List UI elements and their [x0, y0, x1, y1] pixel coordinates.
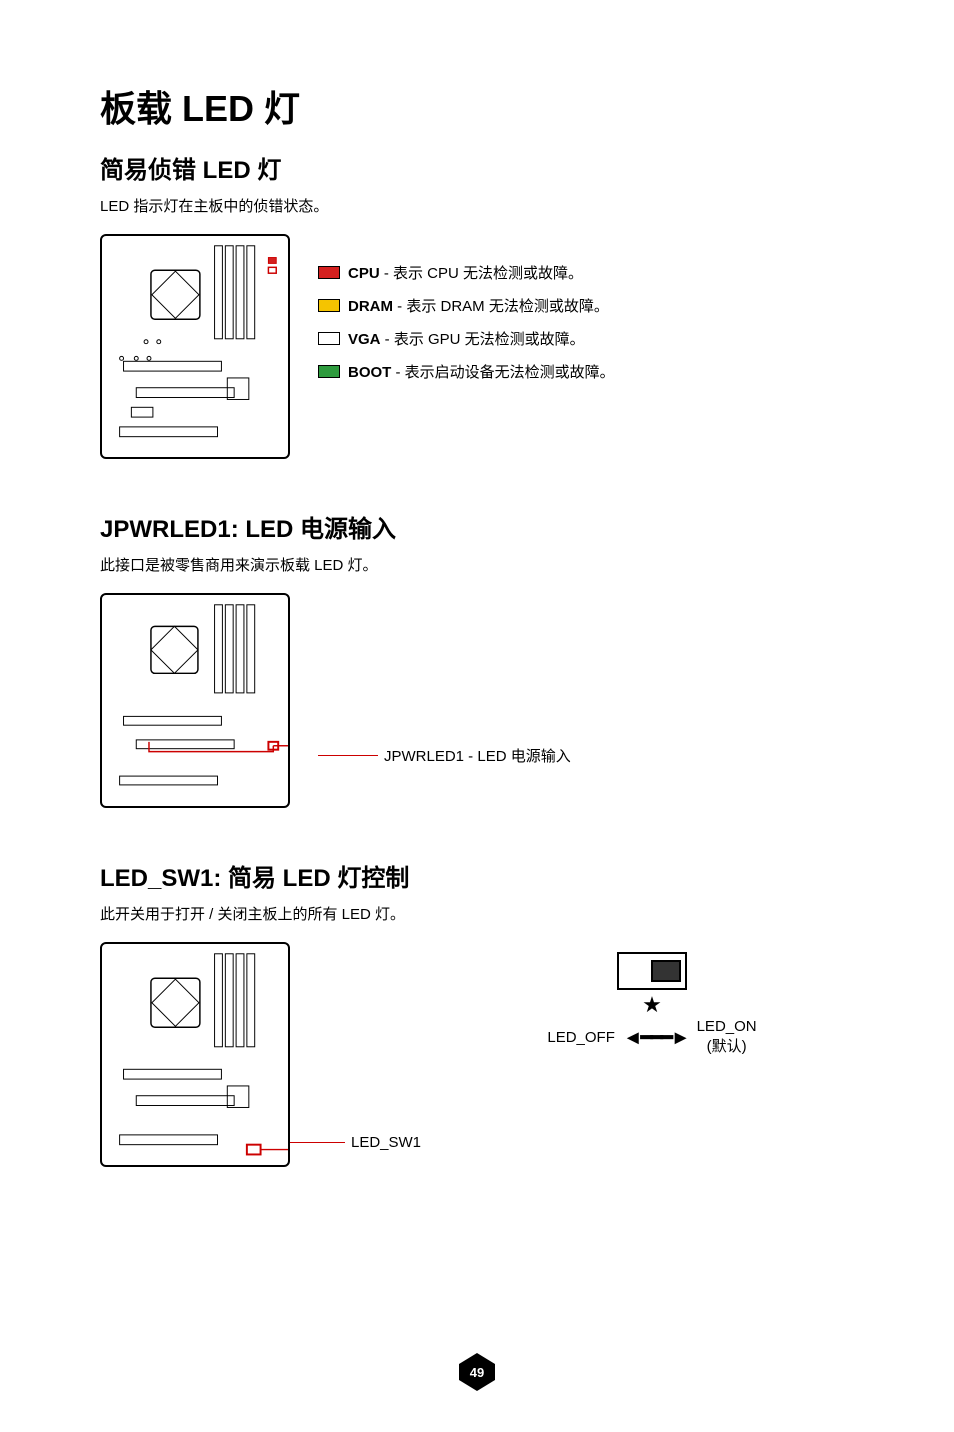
- led-off-label: LED_OFF: [547, 1029, 615, 1046]
- led-on-sub: (默认): [697, 1035, 757, 1056]
- legend-boot-text: - 表示启动设备无法检测或故障。: [391, 364, 614, 381]
- section-led-sw1: LED_SW1: 简易 LED 灯控制 此开关用于打开 / 关闭主板上的所有 L…: [100, 858, 854, 1167]
- legend-dram-text: - 表示 DRAM 无法检测或故障。: [393, 298, 609, 315]
- swatch-cpu: [318, 266, 340, 279]
- led-on-label: LED_ON: [697, 1018, 757, 1035]
- swatch-dram: [318, 299, 340, 312]
- legend-boot: BOOT - 表示启动设备无法检测或故障。: [318, 361, 615, 382]
- led-sw1-callout: LED_SW1: [351, 1134, 421, 1151]
- sec1-heading: 简易侦错 LED 灯: [100, 150, 854, 185]
- legend-dram-label: DRAM: [348, 298, 393, 315]
- sec2-heading: JPWRLED1: LED 电源输入: [100, 509, 854, 544]
- sec3-desc: 此开关用于打开 / 关闭主板上的所有 LED 灯。: [100, 903, 854, 924]
- section-ez-debug: 简易侦错 LED 灯 LED 指示灯在主板中的侦错状态。: [100, 150, 854, 459]
- section-jpwrled1: JPWRLED1: LED 电源输入 此接口是被零售商用来演示板载 LED 灯。: [100, 509, 854, 808]
- jpwrled1-callout: JPWRLED1 - LED 电源输入: [384, 745, 571, 766]
- motherboard-diagram-1: [100, 234, 290, 459]
- legend-cpu: CPU - 表示 CPU 无法检测或故障。: [318, 262, 615, 283]
- page-number-badge: 49: [457, 1352, 497, 1392]
- double-arrow-icon: ◄━━━►: [623, 1025, 689, 1050]
- legend-cpu-text: - 表示 CPU 无法检测或故障。: [380, 265, 583, 282]
- legend-vga: VGA - 表示 GPU 无法检测或故障。: [318, 328, 615, 349]
- legend-cpu-label: CPU: [348, 265, 380, 282]
- swatch-boot: [318, 365, 340, 378]
- switch-diagram: [617, 952, 687, 990]
- motherboard-diagram-2: [100, 593, 290, 808]
- page-number: 49: [457, 1352, 497, 1392]
- star-icon: ★: [642, 994, 662, 1016]
- sec3-heading: LED_SW1: 简易 LED 灯控制: [100, 858, 854, 893]
- sec1-desc: LED 指示灯在主板中的侦错状态。: [100, 195, 854, 216]
- legend-dram: DRAM - 表示 DRAM 无法检测或故障。: [318, 295, 615, 316]
- motherboard-diagram-3: [100, 942, 290, 1167]
- legend-list: CPU - 表示 CPU 无法检测或故障。 DRAM - 表示 DRAM 无法检…: [318, 234, 615, 382]
- legend-vga-label: VGA: [348, 331, 381, 348]
- legend-boot-label: BOOT: [348, 364, 391, 381]
- page-title: 板载 LED 灯: [100, 80, 854, 132]
- legend-vga-text: - 表示 GPU 无法检测或故障。: [381, 331, 585, 348]
- switch-knob: [651, 960, 681, 982]
- sec2-desc: 此接口是被零售商用来演示板载 LED 灯。: [100, 554, 854, 575]
- swatch-vga: [318, 332, 340, 345]
